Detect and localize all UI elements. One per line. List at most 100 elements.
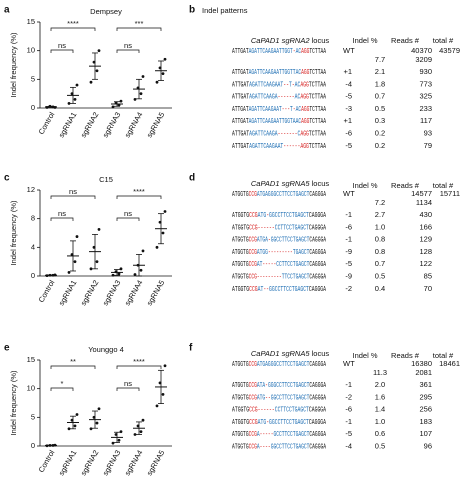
data-point <box>89 80 93 84</box>
sequence-segment: GGCCTTCCTGAGCT <box>271 394 310 402</box>
sequence-segment: CCG <box>249 191 257 199</box>
wt-label: WT <box>343 46 355 55</box>
indel-percent: 0.7 <box>375 259 385 268</box>
sequence: ATTGATAGATTCAAGAAT---T-ACAGGTCTTAA <box>232 106 327 114</box>
significance-bracket <box>50 27 96 31</box>
data-point <box>97 228 101 231</box>
read-count: 117 <box>420 116 432 125</box>
significance-bracket <box>116 365 162 369</box>
sequence-segment: ATTGAT <box>232 118 249 126</box>
sequence-segment: CAGGGA <box>309 191 326 199</box>
sequence-segment: CAGGGA <box>309 212 327 220</box>
data-point <box>117 272 121 276</box>
sequence: ATGGTGCCGATG-GGCCTTCCTGAGCTCAGGGA <box>232 419 327 427</box>
read-count: 70 <box>424 284 432 293</box>
sequence-segment: ATG <box>258 212 267 220</box>
sequence-segment: AGG <box>301 48 309 56</box>
sequence-segment: - <box>266 212 269 220</box>
sequence-segment: - <box>268 236 271 244</box>
indel-percent: 0.3 <box>375 116 385 125</box>
data-point <box>133 433 137 436</box>
data-point <box>95 69 99 73</box>
y-axis-label: Indel frequency (%) <box>9 370 18 436</box>
sequence: ATGGTGCCGATG-GGCCTTCCTGAGCTCAGGGA <box>232 212 327 220</box>
sequence-segment: T <box>289 81 292 89</box>
significance-label: ns <box>124 41 132 50</box>
read-count: 166 <box>419 222 432 231</box>
indel-size: +1 <box>343 116 352 125</box>
sequence-segment: ATGGTG <box>232 406 249 414</box>
data-point <box>161 393 165 396</box>
indel-percent: 1.6 <box>375 392 385 401</box>
sequence: ATGGTGCCGA-----GCCTTCCTGAGCTCAGGGA <box>232 431 327 439</box>
locus-gene: CaPAD1 sgRNA5 <box>251 179 310 188</box>
data-point <box>141 418 145 422</box>
indel-size: -5 <box>345 429 352 438</box>
x-tick-label: sgRNA2 <box>79 110 101 139</box>
data-point <box>163 364 167 368</box>
significance-bracket <box>50 217 74 221</box>
sequence-segment: AT <box>258 286 264 294</box>
locus-word: locus <box>312 36 330 45</box>
sequence: ATGGTGCCG---------TTCCTGAGCTCAGGGA <box>232 273 327 281</box>
sequence-segment: --- <box>282 106 290 114</box>
sequence: ATGGTGCCGATA-GGGCCTTCCTGAGCTCAGGGA <box>232 382 327 390</box>
significance-label: **** <box>133 357 145 366</box>
data-point <box>155 404 159 408</box>
sequence-segment: ATGG <box>257 249 268 257</box>
significance-label: ns <box>124 209 132 218</box>
sequence: ATTGATAGATTCAAGA------ACAGGTCTTAA <box>232 93 327 101</box>
y-tick-label: 15 <box>27 355 35 364</box>
x-tick-label: sgRNA5 <box>145 448 167 477</box>
significance-label: ns <box>58 41 66 50</box>
y-tick-label: 15 <box>27 17 35 26</box>
read-count: 183 <box>419 417 432 426</box>
sequence-segment: TCTTAA <box>309 93 327 101</box>
significance-bracket <box>50 49 74 53</box>
data-point <box>67 102 71 105</box>
read-count: 361 <box>419 380 432 389</box>
sequence-segment: CAGGGA <box>309 361 326 369</box>
significance-label: ** <box>70 357 76 366</box>
indel-percent: 0.4 <box>375 284 385 293</box>
read-count: 96 <box>424 441 432 450</box>
sequence-segment: ATGA <box>257 236 269 244</box>
sequence-segment: ATGGTG <box>232 273 249 281</box>
summary-reads: 2081 <box>415 368 432 377</box>
data-point <box>163 210 167 213</box>
x-tick-label: Control <box>37 278 57 304</box>
indel-size: -2 <box>345 284 352 293</box>
sequence: ATGGTGCCGAT-----CCTTCCTGAGCTCAGGGA <box>232 261 327 269</box>
sequence: ATGGTGCCG------CCTTCCTGAGCTCAGGGA <box>232 406 327 414</box>
sequence-segment: GCCTTCCTGAGCT <box>273 431 309 439</box>
sequence-segment: AC <box>295 93 301 101</box>
sequence-segment: ------- <box>278 130 298 138</box>
indel-percent: 2.0 <box>375 380 385 389</box>
y-tick-label: 8 <box>31 214 35 223</box>
data-point <box>139 92 143 96</box>
chart-title: Dempsey <box>90 7 122 16</box>
sequence-segment: GGCCTTCCTGAGCT <box>269 212 309 220</box>
indel-percent: 0.5 <box>375 104 385 113</box>
sequence-segment: GGCCTTCCTGAGCT <box>269 286 309 294</box>
wt-total: 15711 <box>440 189 460 198</box>
data-point <box>89 427 93 431</box>
sequence-segment: CCG <box>249 382 257 390</box>
column-header: Reads # <box>391 181 420 190</box>
x-tick-label: sgRNA4 <box>123 278 145 307</box>
sequence-segment: AC <box>296 106 302 114</box>
y-tick-label: 0 <box>31 103 35 112</box>
x-tick-label: sgRNA1 <box>57 448 79 477</box>
sequence: ATGGTGCCGATGAGGGCCTTCCTGAGCTCAGGGA <box>232 361 327 369</box>
sequence-segment: CCG <box>249 236 257 244</box>
y-axis-label: Indel frequency (%) <box>9 32 18 98</box>
panel-heading: Indel patterns <box>202 6 248 15</box>
sequence-segment: TCTTAA <box>309 48 326 56</box>
sequence-segment: CCG <box>249 286 258 294</box>
indel-percent: 0.5 <box>375 441 385 450</box>
significance-bracket <box>116 217 140 221</box>
data-point <box>155 245 159 249</box>
data-point <box>75 235 79 238</box>
x-tick-label: sgRNA1 <box>57 110 79 139</box>
y-tick-label: 10 <box>27 46 35 55</box>
